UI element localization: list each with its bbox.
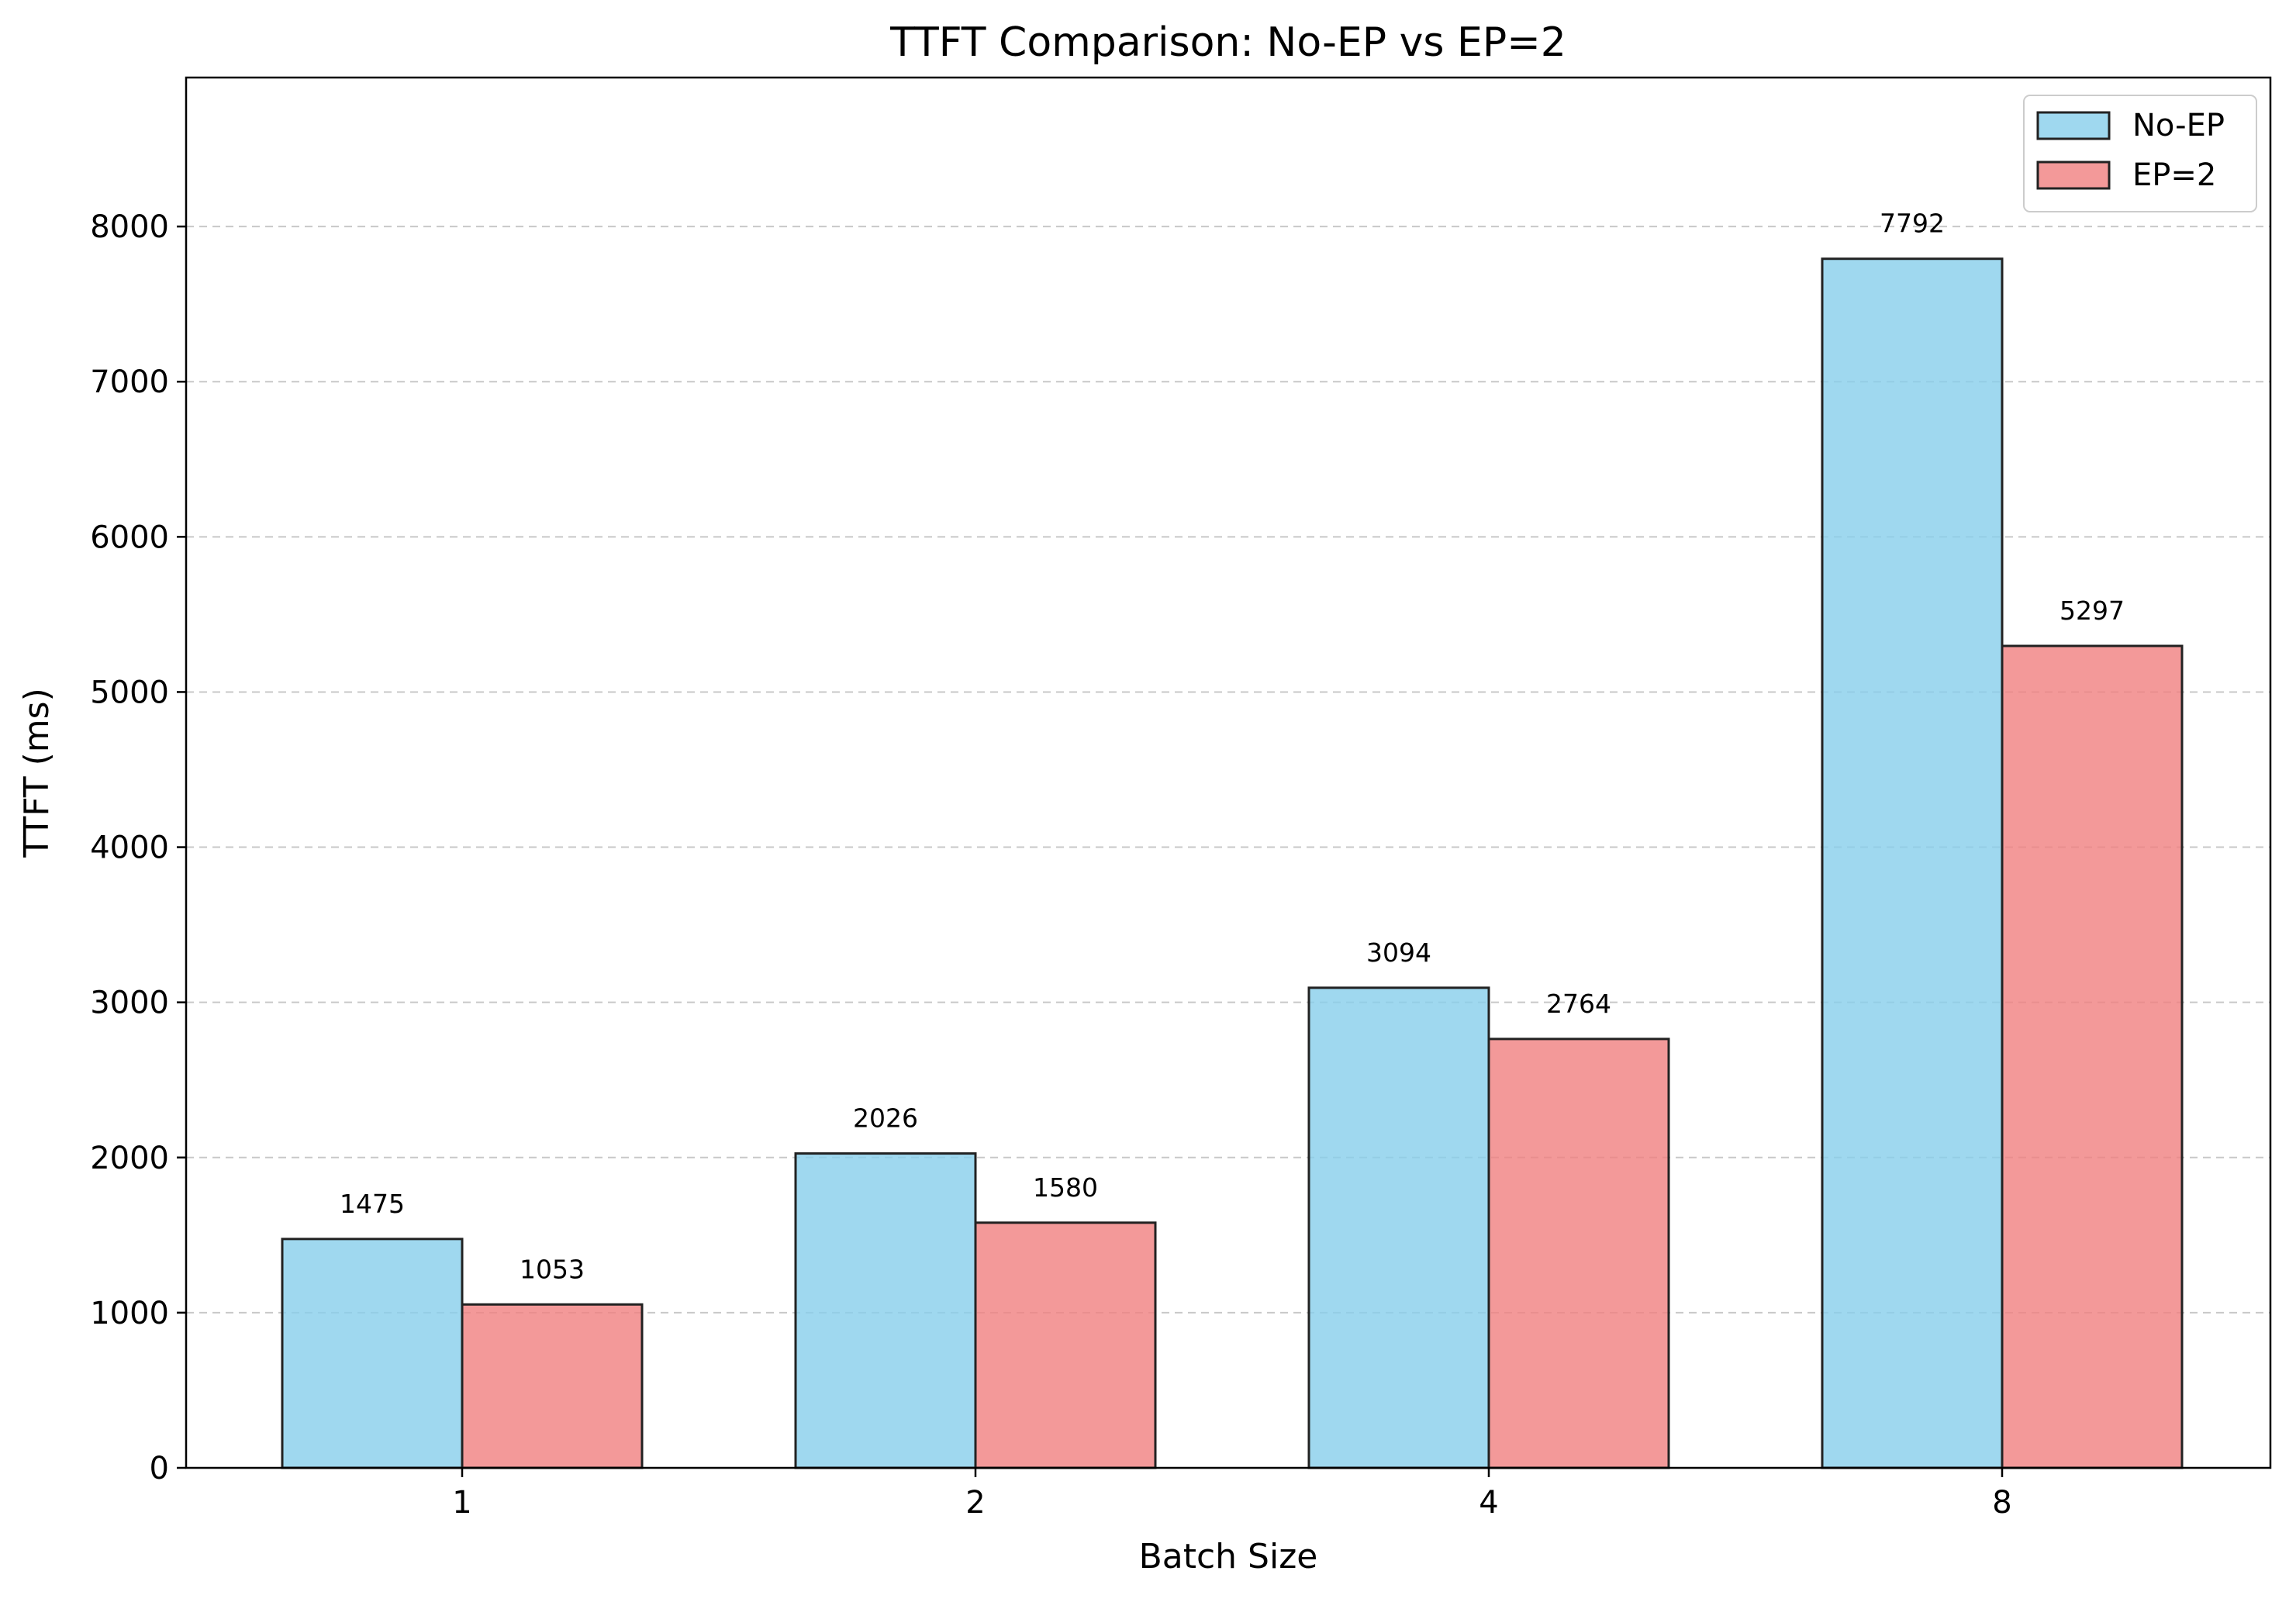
legend-label: EP=2 bbox=[2132, 157, 2216, 193]
y-axis-label: TTFT (ms) bbox=[17, 688, 57, 858]
y-tick-label: 0 bbox=[150, 1451, 169, 1486]
x-tick-label: 1 bbox=[452, 1485, 471, 1521]
bar-value-label: 3094 bbox=[1366, 937, 1431, 968]
x-axis-label: Batch Size bbox=[1139, 1537, 1318, 1576]
bar-value-label: 1580 bbox=[1033, 1172, 1098, 1203]
bar-value-label: 7792 bbox=[1880, 209, 1945, 239]
bar-value-label: 2026 bbox=[853, 1103, 918, 1134]
x-tick-label: 2 bbox=[965, 1485, 985, 1521]
y-tick-label: 8000 bbox=[90, 209, 169, 245]
bar-value-label: 1475 bbox=[340, 1189, 405, 1219]
legend-swatch-ep-2 bbox=[2036, 161, 2111, 190]
plot-frame bbox=[185, 76, 2272, 1469]
y-tick-label: 1000 bbox=[90, 1296, 169, 1331]
bar-no-ep-4 bbox=[1307, 986, 1490, 1469]
legend-swatch-no-ep bbox=[2036, 111, 2111, 140]
bar-value-labels: 1475 1053 2026 1580 3094 2764 7792 5297 bbox=[340, 209, 2125, 1285]
legend-label: No-EP bbox=[2132, 108, 2225, 143]
y-tick-label: 6000 bbox=[90, 520, 169, 555]
y-axis-ticks: 0 1000 2000 3000 4000 5000 6000 7000 8000 bbox=[90, 209, 186, 1486]
y-tick-label: 4000 bbox=[90, 830, 169, 866]
bar-ep-2-8 bbox=[2001, 644, 2184, 1469]
bar-ep-2-1 bbox=[461, 1303, 644, 1469]
y-tick-label: 2000 bbox=[90, 1141, 169, 1176]
bar-value-label: 5297 bbox=[2059, 596, 2125, 626]
y-tick-label: 3000 bbox=[90, 986, 169, 1021]
bar-no-ep-2 bbox=[794, 1152, 977, 1469]
x-tick-label: 8 bbox=[1992, 1485, 2011, 1521]
chart-title: TTFT Comparison: No-EP vs EP=2 bbox=[889, 19, 1566, 66]
x-axis-ticks: 1 2 4 8 bbox=[452, 1468, 2012, 1521]
bar-value-label: 1053 bbox=[520, 1254, 585, 1284]
bar-value-label: 2764 bbox=[1546, 989, 1611, 1019]
bar-ep-2-2 bbox=[974, 1221, 1157, 1469]
bar-ep-2-4 bbox=[1487, 1038, 1670, 1469]
legend: No-EP EP=2 bbox=[2023, 95, 2257, 212]
y-tick-label: 5000 bbox=[90, 675, 169, 710]
bar-no-ep-8 bbox=[1821, 257, 2004, 1469]
y-tick-label: 7000 bbox=[90, 364, 169, 400]
bar-no-ep-1 bbox=[281, 1238, 464, 1469]
x-tick-label: 4 bbox=[1479, 1485, 1498, 1521]
bars bbox=[281, 257, 2184, 1469]
